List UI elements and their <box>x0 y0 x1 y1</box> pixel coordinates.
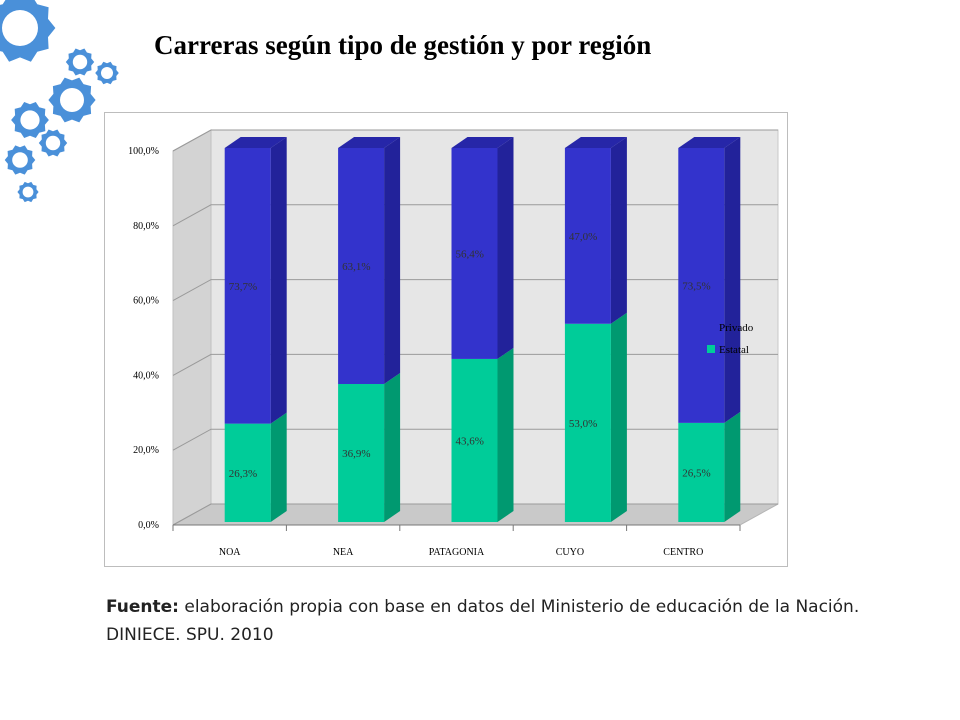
data-label-privado: 73,7% <box>229 281 257 293</box>
bar-estatal-side <box>270 412 287 522</box>
gear-hole <box>22 186 34 198</box>
y-tick-label: 100,0% <box>128 146 159 157</box>
bar-top <box>338 137 401 148</box>
y-tick-label: 40,0% <box>133 370 159 381</box>
slide-title: Carreras según tipo de gestión y por reg… <box>154 30 652 60</box>
source-label: Fuente: <box>106 597 179 617</box>
bar-estatal-side <box>384 372 401 522</box>
bar-privado <box>678 148 725 423</box>
bar-privado-side <box>384 137 401 384</box>
bar-privado <box>338 148 385 384</box>
bar-top <box>451 137 514 148</box>
data-label-estatal: 53,0% <box>569 418 597 430</box>
gear-hole <box>2 10 38 46</box>
bar-estatal <box>338 383 385 522</box>
data-label-privado: 56,4% <box>456 248 484 260</box>
gear-hole <box>12 152 28 168</box>
bar-privado-side <box>610 137 627 324</box>
data-label-estatal: 26,3% <box>229 468 257 480</box>
bar-estatal-side <box>610 312 627 522</box>
bar-top <box>678 137 741 148</box>
bar-estatal-side <box>497 347 514 522</box>
gear-hole <box>101 67 113 79</box>
legend-label-estatal: Estatal <box>719 344 749 356</box>
bar-estatal <box>564 323 611 522</box>
bar-top <box>224 137 287 148</box>
legend-swatch-privado <box>707 323 715 331</box>
chart-side-wall <box>172 129 212 526</box>
x-category-label: CENTRO <box>663 547 703 558</box>
bar-privado-side <box>724 137 741 423</box>
y-tick-label: 60,0% <box>133 296 159 307</box>
x-category-label: NOA <box>219 547 241 558</box>
gridline <box>172 129 778 152</box>
y-tick-label: 0,0% <box>138 520 159 531</box>
bar-privado <box>224 148 271 424</box>
source-text: elaboración propia con base en datos del… <box>106 597 860 645</box>
stacked-bar-chart: 0,0% 20,0% 40,0% 60,0% 80,0% 100,0% 26,3% 73,7%… <box>128 129 779 558</box>
legend-swatch-estatal <box>707 345 715 353</box>
data-label-privado: 73,5% <box>682 280 710 292</box>
gear-decoration <box>0 0 119 203</box>
source-note: Fuente: elaboración propia con base en d… <box>106 593 906 649</box>
bar-privado-side <box>497 137 514 359</box>
bar-top <box>564 137 627 148</box>
data-label-privado: 47,0% <box>569 231 597 243</box>
chart-area: 0,0% 20,0% 40,0% 60,0% 80,0% 100,0% 26,3% 73,7%… <box>104 112 788 567</box>
legend-label-privado: Privado <box>719 322 754 334</box>
gear-icon <box>0 0 119 203</box>
x-category-label: NEA <box>333 547 354 558</box>
data-label-estatal: 26,5% <box>682 467 710 479</box>
gear-hole <box>72 54 88 70</box>
gear-hole <box>20 110 40 130</box>
bar-privado <box>564 148 611 324</box>
x-category-label: PATAGONIA <box>429 547 485 558</box>
bar-privado-side <box>270 137 287 424</box>
bar-estatal <box>451 358 498 522</box>
bar-estatal <box>224 423 271 522</box>
bar-privado <box>451 148 498 359</box>
x-category-label: CUYO <box>556 547 584 558</box>
data-label-privado: 63,1% <box>342 261 370 273</box>
data-label-estatal: 43,6% <box>456 435 484 447</box>
data-label-estatal: 36,9% <box>342 448 370 460</box>
gear-hole <box>60 88 84 112</box>
y-tick-label: 80,0% <box>133 221 159 232</box>
bar-estatal <box>678 422 725 522</box>
gear-hole <box>45 135 61 151</box>
bar-estatal-side <box>724 411 741 522</box>
y-tick-label: 20,0% <box>133 445 159 456</box>
